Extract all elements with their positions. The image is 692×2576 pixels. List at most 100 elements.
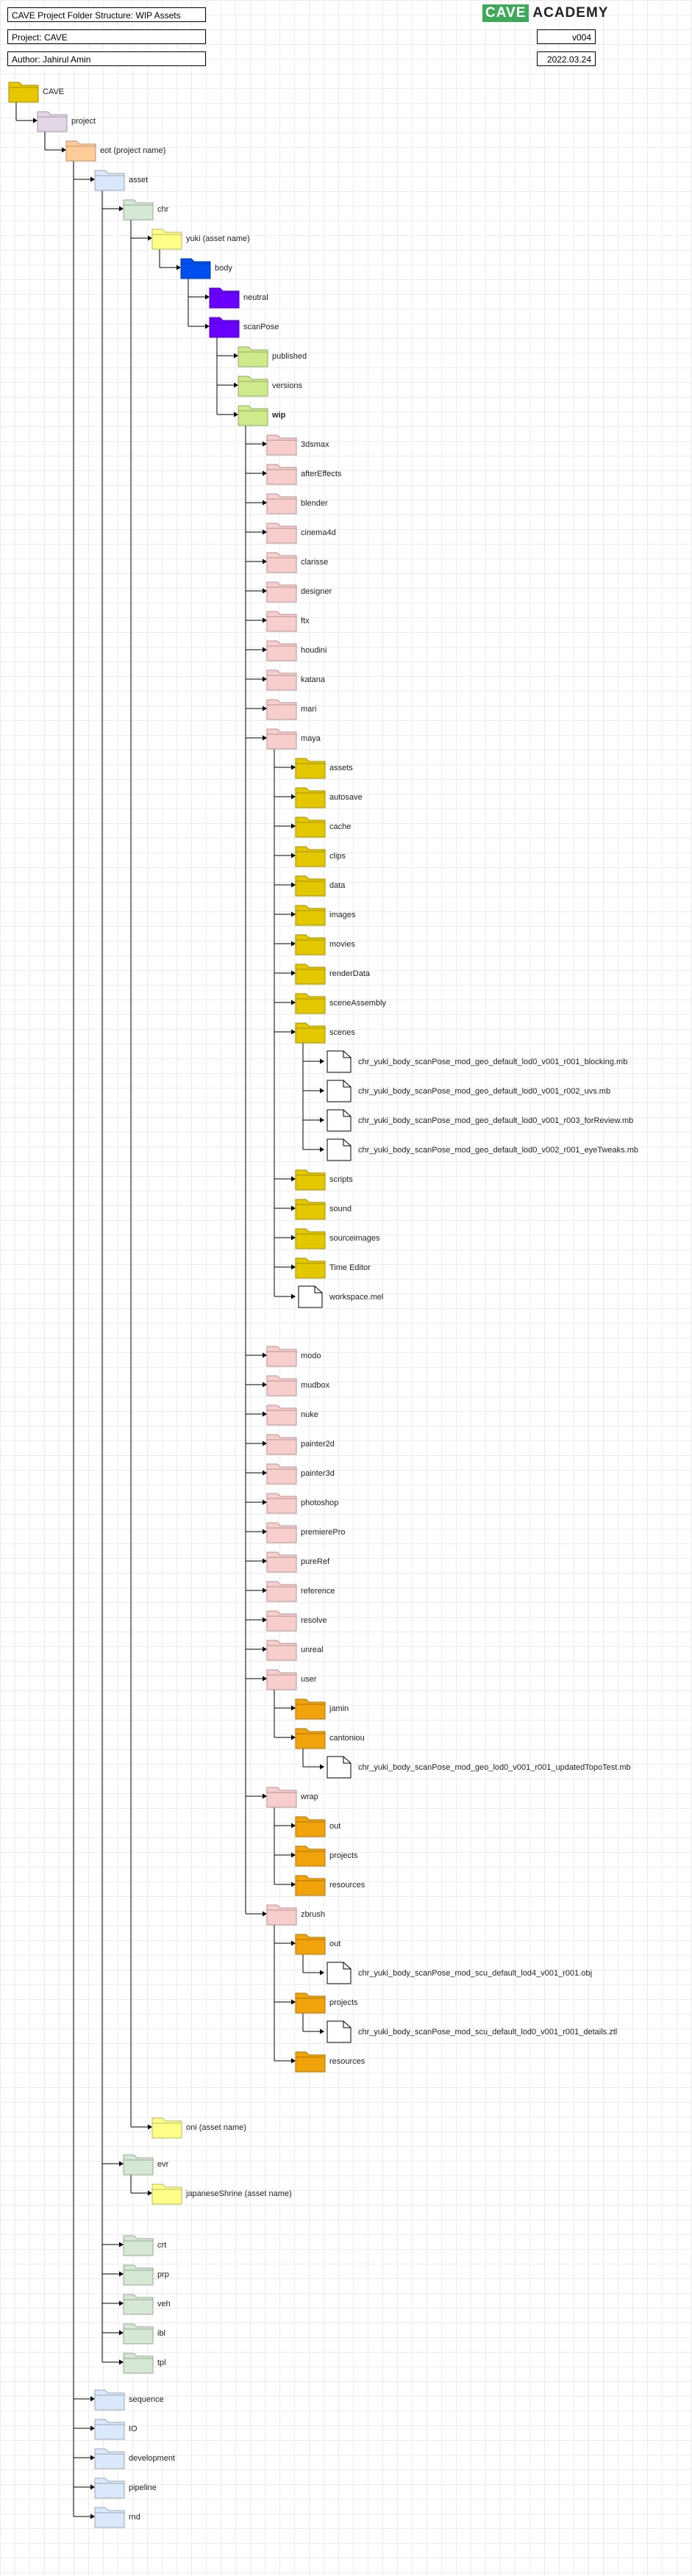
folder-node[interactable]: sceneAssembly — [295, 993, 387, 1014]
folder-node[interactable]: body — [180, 258, 232, 279]
folder-node[interactable]: resources — [295, 1875, 365, 1896]
folder-node[interactable]: cantoniou — [295, 1728, 365, 1749]
folder-node[interactable]: jamin — [295, 1698, 349, 1720]
folder-node[interactable]: Time Editor — [295, 1257, 371, 1279]
folder-node[interactable]: japaneseShrine (asset name) — [151, 2184, 292, 2205]
folder-node[interactable]: ftx — [266, 611, 310, 632]
connector-arrow — [291, 764, 296, 770]
folder-node[interactable]: painter3d — [266, 1463, 335, 1485]
folder-node[interactable]: neutral — [209, 287, 268, 309]
folder-icon — [8, 82, 39, 103]
folder-node[interactable]: wrap — [266, 1787, 318, 1808]
file-node[interactable]: chr_yuki_body_scanPose_mod_geo_default_l… — [327, 1080, 610, 1102]
file-node[interactable]: chr_yuki_body_scanPose_mod_geo_lod0_v001… — [327, 1756, 631, 1779]
folder-node[interactable]: blender — [266, 493, 328, 514]
folder-icon — [266, 1463, 297, 1485]
folder-node[interactable]: prp — [123, 2264, 169, 2286]
folder-node[interactable]: pureRef — [266, 1551, 330, 1573]
project-name-box: Project: CAVE — [7, 29, 206, 44]
folder-node[interactable]: versions — [238, 376, 302, 397]
node-label: premierePro — [301, 1528, 346, 1537]
folder-node[interactable]: sound — [295, 1199, 352, 1220]
folder-node[interactable]: resources — [295, 2051, 365, 2073]
folder-node[interactable]: images — [295, 905, 356, 926]
folder-node[interactable]: 3dsmax — [266, 434, 329, 456]
folder-node[interactable]: clips — [295, 846, 346, 867]
folder-node[interactable]: wip — [238, 405, 286, 426]
folder-node[interactable]: projects — [295, 1992, 358, 2014]
folder-node[interactable]: afterEffects — [266, 464, 342, 485]
folder-icon — [295, 1875, 326, 1896]
folder-node[interactable]: photoshop — [266, 1493, 338, 1514]
folder-node[interactable]: painter2d — [266, 1434, 335, 1455]
folder-node[interactable]: zbrush — [266, 1904, 325, 1926]
folder-node[interactable]: sourceimages — [295, 1228, 380, 1249]
folder-node[interactable]: CAVE — [8, 82, 64, 103]
folder-node[interactable]: out — [295, 1816, 340, 1837]
folder-node[interactable]: veh — [123, 2294, 171, 2315]
folder-node[interactable]: evr — [123, 2154, 169, 2175]
folder-icon — [295, 1022, 326, 1044]
folder-node[interactable]: nuke — [266, 1404, 318, 1426]
folder-node[interactable]: cinema4d — [266, 523, 336, 544]
folder-node[interactable]: modo — [266, 1346, 321, 1367]
folder-node[interactable]: unreal — [266, 1640, 324, 1661]
node-label: painter2d — [301, 1440, 335, 1449]
folder-node[interactable]: designer — [266, 581, 332, 603]
folder-node[interactable]: cache — [295, 817, 351, 838]
file-node[interactable]: chr_yuki_body_scanPose_mod_geo_default_l… — [327, 1138, 638, 1161]
connector-arrow — [291, 1881, 296, 1887]
folder-node[interactable]: chr — [123, 199, 169, 220]
folder-node[interactable]: premierePro — [266, 1522, 346, 1543]
folder-node[interactable]: resolve — [266, 1610, 327, 1632]
folder-node[interactable]: development — [94, 2448, 175, 2469]
folder-node[interactable]: mudbox — [266, 1375, 330, 1396]
folder-node[interactable]: out — [295, 1934, 340, 1955]
folder-node[interactable]: scripts — [295, 1169, 353, 1191]
folder-node[interactable]: pipeline — [94, 2478, 157, 2499]
folder-node[interactable]: ibl — [123, 2323, 165, 2344]
folder-node[interactable]: user — [266, 1669, 317, 1690]
folder-node[interactable]: renderData — [295, 964, 371, 985]
folder-node[interactable]: scanPose — [209, 317, 279, 338]
connector-arrow — [291, 1205, 296, 1211]
folder-node[interactable]: katana — [266, 670, 326, 691]
file-node[interactable]: chr_yuki_body_scanPose_mod_geo_default_l… — [327, 1050, 627, 1073]
folder-node[interactable]: houdini — [266, 640, 327, 661]
folder-node[interactable]: IO — [94, 2419, 138, 2440]
folder-icon — [266, 581, 297, 603]
folder-node[interactable]: published — [238, 346, 307, 367]
node-label: Time Editor — [329, 1263, 371, 1272]
folder-node[interactable]: rnd — [94, 2507, 140, 2528]
folder-icon — [266, 1787, 297, 1808]
folder-node[interactable]: oni (asset name) — [151, 2117, 246, 2139]
folder-node[interactable]: mari — [266, 699, 316, 720]
connector-arrow — [90, 2484, 95, 2490]
node-label: crt — [157, 2241, 166, 2250]
folder-node[interactable]: scenes — [295, 1022, 355, 1044]
folder-node[interactable]: autosave — [295, 787, 363, 808]
folder-node[interactable]: maya — [266, 728, 321, 750]
node-label: afterEffects — [301, 470, 342, 478]
folder-node[interactable]: assets — [295, 758, 353, 779]
folder-node[interactable]: projects — [295, 1845, 358, 1867]
folder-node[interactable]: yuki (asset name) — [151, 229, 250, 250]
folder-node[interactable]: reference — [266, 1581, 335, 1602]
folder-node[interactable]: data — [295, 875, 346, 897]
file-node[interactable]: chr_yuki_body_scanPose_mod_scu_default_l… — [327, 2020, 617, 2043]
file-node[interactable]: chr_yuki_body_scanPose_mod_geo_default_l… — [327, 1109, 633, 1132]
folder-node[interactable]: crt — [123, 2235, 166, 2256]
folder-node[interactable]: eot (project name) — [65, 140, 165, 162]
folder-node[interactable]: tpl — [123, 2353, 166, 2374]
connector-arrow — [263, 647, 267, 653]
folder-node[interactable]: asset — [94, 170, 148, 191]
folder-node[interactable]: clarisse — [266, 552, 328, 573]
folder-node[interactable]: sequence — [94, 2389, 164, 2411]
node-label: cinema4d — [301, 528, 336, 537]
folder-node[interactable]: movies — [295, 934, 355, 955]
file-node[interactable]: chr_yuki_body_scanPose_mod_scu_default_l… — [327, 1962, 592, 1984]
folder-node[interactable]: project — [37, 111, 96, 132]
folder-icon — [266, 493, 297, 514]
file-node[interactable]: workspace.mel — [298, 1285, 383, 1308]
connector-arrow — [90, 2396, 95, 2402]
